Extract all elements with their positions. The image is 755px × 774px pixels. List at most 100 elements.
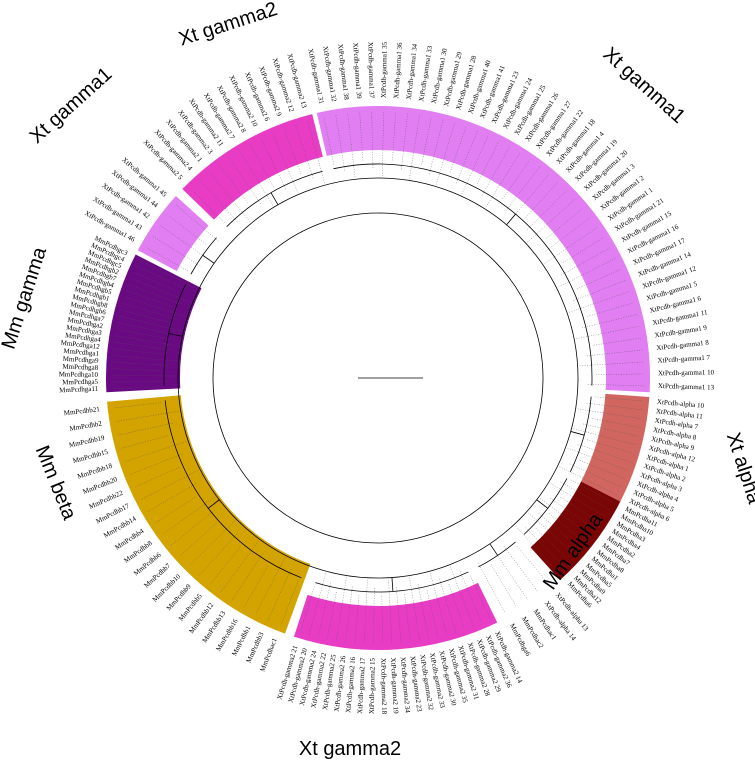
leaf-branch	[118, 422, 173, 436]
leaf-branch	[120, 309, 168, 323]
leaf-branch	[587, 384, 644, 387]
leaf-branch	[595, 373, 644, 375]
leaf-branch	[199, 533, 238, 576]
leaf-branch	[450, 566, 474, 627]
leaf-branch	[114, 342, 170, 351]
leaf-branch	[199, 180, 238, 223]
leaf-branch	[125, 441, 187, 462]
leaf-label: MmPcdhb21	[63, 405, 100, 417]
leaf-branch	[231, 553, 263, 601]
leaf-branch	[121, 435, 168, 449]
leaf-label: XtPcdh-gamma1 38	[336, 43, 350, 100]
leaf-branch	[272, 133, 299, 193]
leaf-branch	[448, 584, 465, 630]
leaf-branch	[516, 545, 548, 584]
leaf-branch	[113, 348, 162, 355]
clade-stem	[270, 192, 279, 205]
leaf-branch	[135, 467, 180, 488]
leaf-branch	[119, 316, 182, 332]
leaf-branch	[209, 546, 241, 585]
leaf-branch	[139, 260, 197, 289]
leaf-branch	[567, 447, 628, 471]
leaf-branch	[243, 566, 269, 608]
leaf-label: XtPcdh-gamma1 10	[658, 368, 715, 377]
leaf-branch	[587, 439, 634, 454]
leaf-branch	[545, 217, 591, 252]
leaf-label: MmPcdhga11	[59, 385, 99, 395]
leaf-branch	[175, 204, 219, 242]
leaf-branch	[154, 496, 196, 524]
leaf-branch	[595, 396, 644, 402]
leaf-branch	[581, 314, 637, 329]
leaf-branch	[586, 349, 643, 357]
leaf-branch	[112, 355, 177, 362]
leaf-branch	[528, 512, 577, 556]
leaf-branch	[545, 208, 583, 240]
leaf-label: XtPcdh-gamma2 19	[389, 657, 400, 714]
leaf-branch	[439, 578, 456, 633]
leaf-branch	[280, 580, 299, 626]
leaf-branch	[570, 479, 614, 503]
leaf-branch	[515, 525, 560, 574]
leaf-label: XtPcdh-gamma1 36	[392, 42, 404, 99]
leaf-branch	[115, 335, 179, 347]
leaf-branch	[136, 266, 188, 290]
leaf-branch	[560, 496, 601, 524]
leaf-label: XtPcdh-gamma1 31	[306, 48, 325, 105]
leaf-branch	[130, 453, 183, 475]
leaf-branch	[560, 481, 610, 510]
leaf-branch	[295, 124, 314, 179]
clade-band-mm-alpha	[530, 481, 621, 581]
leaf-branch	[525, 527, 565, 568]
leaf-label: XtPcdh-gamma2 17	[356, 657, 367, 714]
clade-stem	[570, 431, 585, 436]
leaf-branch	[404, 594, 411, 643]
clade-label-xt-alpha: Xt alpha	[722, 430, 755, 507]
leaf-branch	[430, 573, 448, 635]
leaf-branch	[327, 591, 337, 640]
leaf-branch	[220, 540, 259, 593]
leaf-branch	[371, 112, 374, 169]
leaf-branch	[573, 428, 636, 445]
leaf-branch	[401, 113, 408, 170]
leaf-branch	[573, 280, 626, 302]
inner-ring-branch	[212, 212, 544, 544]
leaf-branch	[335, 115, 345, 171]
leaf-branch	[426, 590, 439, 638]
leaf-branch	[179, 523, 216, 556]
leaf-branch	[477, 562, 505, 613]
leaf-branch	[112, 386, 161, 389]
leaf-branch	[113, 402, 162, 409]
clade-label-xt-gamma2-top: Xt gamma2	[176, 0, 280, 51]
leaf-branch	[209, 172, 251, 222]
leaf-branch	[152, 236, 201, 267]
leaf-branch	[354, 595, 360, 644]
leaf-branch	[115, 410, 179, 422]
leaf-branch	[388, 579, 393, 644]
leaf-branch	[218, 164, 248, 204]
clade-branch-mm-alpha	[523, 478, 568, 535]
leaf-branch	[392, 112, 396, 161]
leaf-branch	[544, 227, 598, 264]
leaf-label: XtPcdh-gamma1 46	[83, 209, 136, 244]
clade-band-mm-gamma	[106, 254, 202, 393]
leaf-branch	[538, 513, 582, 550]
leaf-branch	[417, 584, 429, 640]
clade-stem	[202, 254, 215, 264]
leaf-branch	[550, 482, 606, 517]
leaf-branch	[569, 463, 621, 487]
leaf-branch	[116, 329, 164, 339]
leaf-branch	[347, 113, 356, 178]
clade-label-xt-gamma1-top: Xt gamma1	[599, 43, 690, 128]
leaf-label: MmPcdhb19	[68, 434, 106, 450]
clade-band-mm-beta	[107, 395, 311, 634]
clade-label-mm-gamma: Mm gamma	[0, 244, 51, 352]
leaf-branch	[126, 290, 173, 307]
leaf-branch	[449, 126, 467, 173]
leaf-branch	[592, 418, 640, 428]
clade-label-mm-beta: Mm beta	[31, 443, 81, 524]
leaf-branch	[429, 120, 444, 175]
leaf-branch	[112, 375, 177, 377]
mid-ring-branch	[177, 177, 579, 579]
leaf-label: MmPcdhga8	[62, 363, 99, 372]
